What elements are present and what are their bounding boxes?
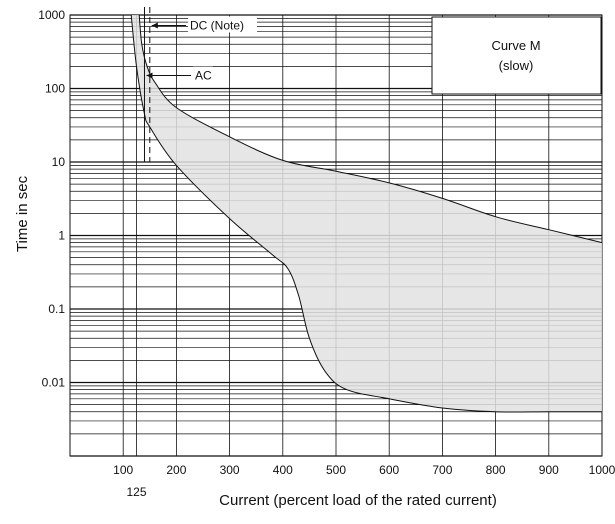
- tolerance-band-area: [131, 15, 602, 413]
- x-tick-label: 500: [326, 463, 346, 477]
- annotation-label-ac: AC: [195, 69, 212, 83]
- x-tick-label: 200: [166, 463, 186, 477]
- axis-labels: 1000 100 10 1 0.1 0.01 100 200 300 400 500 600 700 80…: [38, 8, 615, 499]
- y-tick-label: 0.1: [48, 302, 65, 316]
- x-tick-label: 900: [539, 463, 559, 477]
- curve-label-line1: Curve M: [491, 38, 540, 53]
- y-tick-label: 1000: [38, 8, 65, 22]
- annotation-label-dc: DC (Note): [190, 18, 244, 32]
- x-tick-label: 100: [113, 463, 133, 477]
- annotation-arrowhead: [146, 72, 153, 79]
- x-tick-label: 1000: [589, 463, 615, 477]
- y-tick-label: 100: [45, 82, 65, 96]
- x-axis-title: Current (percent load of the rated curre…: [219, 492, 497, 509]
- x-tick-label: 300: [220, 463, 240, 477]
- x-tick-label-125: 125: [126, 485, 146, 499]
- x-tick-label: 700: [432, 463, 452, 477]
- y-tick-label: 1: [58, 229, 65, 243]
- annotation-label-bg: [188, 16, 257, 33]
- annotation-label-bg: [193, 66, 213, 83]
- curve-label-box: Curve M (slow): [431, 16, 602, 95]
- x-tick-label: 400: [273, 463, 293, 477]
- upper-curve-line: [138, 14, 603, 244]
- annotation-arrowhead: [151, 22, 158, 29]
- y-axis-title: Time in sec: [14, 175, 31, 252]
- curve-label-line2: (slow): [499, 58, 534, 73]
- curve-label-box-frame: [431, 16, 602, 95]
- y-tick-label: 10: [52, 155, 66, 169]
- x-tick-label: 800: [486, 463, 506, 477]
- plot-frame: [69, 14, 603, 457]
- annotations: DC (Note) AC: [143, 7, 257, 162]
- y-tick-label: 0.01: [42, 376, 66, 390]
- x-tick-label: 600: [379, 463, 399, 477]
- lower-curve-line: [130, 14, 602, 413]
